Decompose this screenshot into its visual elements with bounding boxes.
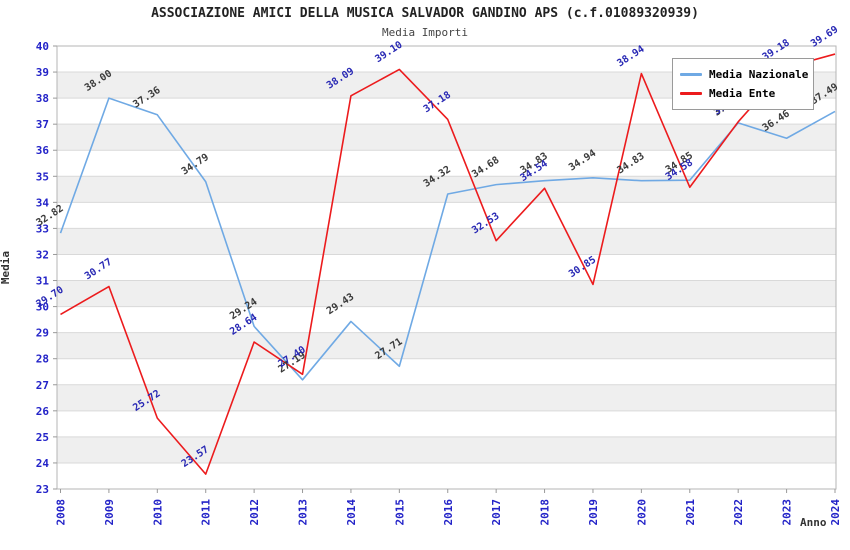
legend-label: Media Ente	[709, 87, 776, 100]
y-tick-label: 26	[36, 405, 50, 418]
x-tick-label: 2014	[345, 499, 358, 526]
y-tick-label: 32	[36, 248, 49, 261]
x-tick-label: 2008	[55, 499, 68, 526]
y-tick-label: 23	[36, 483, 49, 496]
y-tick-label: 30	[36, 301, 49, 314]
grid-band	[57, 228, 836, 255]
x-axis-label: Anno	[800, 516, 827, 529]
grid-band	[57, 124, 836, 151]
data-point-label: 34.79	[180, 152, 211, 178]
x-tick-label: 2024	[829, 499, 842, 526]
ente-line-swatch	[680, 92, 702, 95]
data-point-label: 39.10	[373, 40, 404, 66]
grid-band	[57, 332, 836, 359]
series-line-media-ente	[60, 53, 836, 475]
y-tick-label: 28	[36, 353, 49, 366]
y-tick-label: 33	[36, 222, 49, 235]
chart-title: ASSOCIAZIONE AMICI DELLA MUSICA SALVADOR…	[151, 6, 699, 21]
y-tick-label: 39	[36, 66, 49, 79]
legend: Media Nazionale Media Ente	[672, 58, 814, 110]
x-tick-label: 2020	[635, 499, 648, 526]
y-tick-label: 29	[36, 327, 49, 340]
series-line-media-nazionale	[59, 97, 836, 381]
chart-subtitle: Media Importi	[381, 26, 469, 39]
x-tick-label: 2010	[151, 499, 164, 526]
x-tick-label: 2015	[393, 499, 406, 526]
y-tick-label: 25	[36, 431, 49, 444]
x-tick-label: 2022	[732, 499, 745, 526]
legend-label: Media Nazionale	[709, 68, 809, 81]
x-tick-label: 2013	[297, 499, 310, 526]
x-tick-label: 2018	[539, 499, 552, 526]
legend-item-ente: Media Ente	[680, 84, 806, 103]
nazionale-line-swatch	[680, 73, 702, 76]
y-axis-label: Media	[0, 250, 13, 285]
y-tick-label: 37	[36, 118, 49, 131]
x-tick-label: 2009	[103, 499, 116, 526]
y-tick-label: 24	[36, 457, 50, 470]
y-tick-label: 38	[36, 92, 49, 105]
y-tick-label: 34	[36, 196, 50, 209]
data-point-label: 30.77	[83, 257, 114, 283]
x-tick-label: 2011	[200, 499, 213, 526]
x-tick-label: 2016	[442, 499, 455, 526]
data-point-label: 34.94	[567, 148, 598, 174]
plot-frame	[56, 45, 837, 490]
grid-band	[57, 280, 836, 307]
x-tick-label: 2017	[490, 499, 503, 526]
x-tick-label: 2012	[248, 499, 261, 526]
x-tick-label: 2023	[781, 499, 794, 526]
legend-item-nazionale: Media Nazionale	[680, 65, 809, 84]
data-point-label: 30.85	[567, 255, 598, 281]
y-tick-label: 27	[36, 379, 49, 392]
data-point-label: 34.83	[615, 151, 646, 177]
y-tick-label: 40	[36, 40, 49, 53]
y-tick-label: 36	[36, 144, 50, 157]
y-tick-label: 35	[36, 170, 49, 183]
data-point-label: 38.94	[615, 44, 646, 70]
y-tick-label: 31	[36, 275, 50, 288]
x-tick-label: 2021	[684, 499, 697, 526]
grid-band	[57, 384, 836, 411]
x-tick-label: 2019	[587, 499, 600, 526]
grid-band	[57, 436, 836, 463]
